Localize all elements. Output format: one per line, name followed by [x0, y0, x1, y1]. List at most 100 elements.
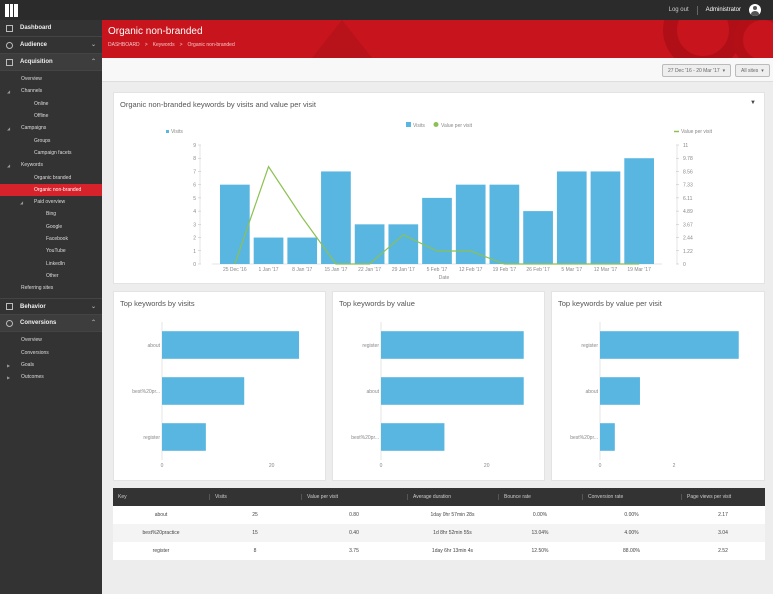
- visits-bar[interactable]: [422, 197, 452, 264]
- column-header[interactable]: Value per visit: [301, 494, 407, 500]
- logout-link[interactable]: Log out: [668, 7, 689, 13]
- table-row[interactable]: register 8 3.75 1day 6hr 13min 4s 12.50% 88.0…: [113, 542, 765, 560]
- nav-item-label: Keywords: [21, 162, 43, 169]
- table-cell: register: [152, 548, 170, 554]
- column-header[interactable]: Page views per visit: [681, 494, 765, 500]
- keyword-bar[interactable]: [600, 331, 739, 359]
- x-tick-label: 22 Jan '17: [358, 267, 381, 273]
- legend-value-swatch: [433, 122, 439, 127]
- table-cell: 1d 8hr 52min 55s: [433, 530, 472, 536]
- sidebar: Dashboard Audience ⌄ Acquisition ⌃ Overv…: [0, 20, 102, 594]
- sidebar-item-acquisition[interactable]: Acquisition ⌃: [0, 54, 102, 71]
- keyword-bar[interactable]: [600, 423, 615, 451]
- legend-value-label[interactable]: Value per visit: [441, 123, 473, 129]
- sidebar-item-conv-goals[interactable]: ▶ Goals: [0, 359, 102, 371]
- avatar[interactable]: [749, 4, 761, 16]
- main-chart-panel: Organic non-branded keywords by visits a…: [113, 92, 765, 284]
- keyword-bar[interactable]: [600, 377, 640, 405]
- visits-bar[interactable]: [253, 237, 284, 264]
- date-range-dropdown[interactable]: 27 Dec '16 - 20 Mar '17 ▾: [662, 64, 732, 77]
- user-name[interactable]: Administrator: [705, 7, 741, 13]
- sidebar-item-google[interactable]: Google: [0, 221, 102, 233]
- panel-title: Organic non-branded keywords by visits a…: [120, 100, 316, 109]
- x-tick-label: 26 Feb '17: [526, 267, 550, 273]
- y-right-tick-label: 11: [683, 143, 688, 149]
- visits-bar[interactable]: [590, 171, 621, 264]
- breadcrumb-keywords[interactable]: Keywords: [152, 42, 175, 48]
- sidebar-item-conv-overview[interactable]: Overview: [0, 334, 102, 346]
- column-header[interactable]: Key: [118, 494, 127, 500]
- breadcrumb-dashboard[interactable]: DASHBOARD: [108, 42, 140, 48]
- visits-bar[interactable]: [455, 184, 486, 264]
- legend-visits-label[interactable]: Visits: [413, 123, 425, 129]
- column-header[interactable]: Average duration: [407, 494, 498, 500]
- table-cell: 3.75: [349, 548, 359, 554]
- table-row[interactable]: best%20practice 15 0.40 1d 8hr 52min 55s 13.…: [113, 524, 765, 542]
- sidebar-item-online[interactable]: Online: [0, 98, 102, 110]
- sidebar-item-campaigns[interactable]: ◢ Campaigns: [0, 122, 102, 134]
- app-logo-icon[interactable]: [5, 4, 18, 17]
- visits-bar[interactable]: [287, 237, 318, 264]
- keyword-bar[interactable]: [162, 377, 245, 405]
- caret-right-icon[interactable]: ▶: [7, 374, 11, 380]
- y-left-tick-label: 7: [193, 169, 196, 175]
- sidebar-item-channels[interactable]: ◢ Channels: [0, 85, 102, 97]
- caret-down-icon[interactable]: ◢: [20, 199, 24, 205]
- visits-bar[interactable]: [354, 224, 385, 264]
- breadcrumb: DASHBOARD > Keywords > Organic non-brand…: [108, 42, 235, 48]
- table-header: Key Visits Value per visit Average duration…: [113, 488, 765, 506]
- sidebar-item-conv-conversions[interactable]: Conversions: [0, 347, 102, 359]
- sidebar-item-dashboard[interactable]: Dashboard: [0, 20, 102, 37]
- x-tick-label: 1 Jan '17: [258, 267, 278, 273]
- caret-right-icon[interactable]: ▶: [7, 362, 11, 368]
- table-cell: 8: [253, 548, 257, 554]
- sidebar-item-groups[interactable]: Groups: [0, 134, 102, 146]
- sidebar-item-overview[interactable]: Overview: [0, 73, 102, 85]
- visits-bar[interactable]: [220, 184, 250, 264]
- visits-bar[interactable]: [523, 211, 553, 264]
- sidebar-item-behavior[interactable]: Behavior ⌄: [0, 298, 102, 316]
- sidebar-item-referring-sites[interactable]: Referring sites: [0, 282, 102, 294]
- table-cell: 88.00%: [623, 548, 640, 554]
- conversions-menu: Overview Conversions ▶ Goals ▶ Outcomes: [0, 332, 102, 383]
- keyword-bar[interactable]: [381, 423, 445, 451]
- visits-bar[interactable]: [489, 184, 520, 264]
- sidebar-item-linkedin[interactable]: LinkedIn: [0, 257, 102, 269]
- keyword-bar[interactable]: [381, 377, 524, 405]
- sidebar-item-campaign-facets[interactable]: Campaign facets: [0, 147, 102, 159]
- keyword-bar[interactable]: [162, 331, 300, 359]
- sidebar-item-facebook[interactable]: Facebook: [0, 233, 102, 245]
- sidebar-item-conversions[interactable]: Conversions ⌃: [0, 315, 102, 333]
- sidebar-item-audience[interactable]: Audience ⌄: [0, 37, 102, 54]
- sidebar-item-youtube[interactable]: YouTube: [0, 245, 102, 257]
- caret-down-icon[interactable]: ◢: [7, 88, 11, 94]
- keyword-bar[interactable]: [381, 331, 524, 359]
- sidebar-item-conv-outcomes[interactable]: ▶ Outcomes: [0, 371, 102, 383]
- table-cell: best%20practice: [142, 530, 180, 536]
- visits-bar[interactable]: [388, 224, 419, 264]
- column-header[interactable]: Conversion rate: [582, 494, 681, 500]
- sidebar-item-paid-overview[interactable]: ◢ Paid overview: [0, 196, 102, 208]
- sidebar-label: Dashboard: [20, 25, 52, 31]
- column-header[interactable]: Visits: [209, 494, 301, 500]
- visits-bar[interactable]: [321, 171, 351, 264]
- sidebar-item-bing[interactable]: Bing: [0, 208, 102, 220]
- sidebar-item-organic-branded[interactable]: Organic branded: [0, 171, 102, 183]
- table-row[interactable]: about 25 0.80 1day 0hr 57min 28s 0.00% 0.00% 2…: [113, 506, 765, 524]
- caret-down-icon[interactable]: ◢: [7, 125, 11, 131]
- x-tick-label: 25 Dec '16: [223, 267, 247, 273]
- sidebar-item-keywords[interactable]: ◢ Keywords: [0, 159, 102, 171]
- nav-item-label: Referring sites: [21, 285, 54, 292]
- site-value: All sites: [741, 67, 759, 74]
- sidebar-item-offline[interactable]: Offline: [0, 110, 102, 122]
- panel-menu-icon[interactable]: ▼: [750, 100, 756, 106]
- nav-item-label: Online: [34, 100, 49, 107]
- column-header[interactable]: Bounce rate: [498, 494, 582, 500]
- visits-bar[interactable]: [556, 171, 587, 264]
- caret-down-icon[interactable]: ◢: [7, 162, 11, 168]
- sidebar-item-organic-non-branded[interactable]: Organic non-branded: [0, 183, 102, 196]
- sidebar-item-other[interactable]: Other: [0, 270, 102, 282]
- site-dropdown[interactable]: All sites ▾: [735, 64, 770, 77]
- keyword-bar[interactable]: [162, 423, 206, 451]
- visits-bar[interactable]: [624, 158, 654, 264]
